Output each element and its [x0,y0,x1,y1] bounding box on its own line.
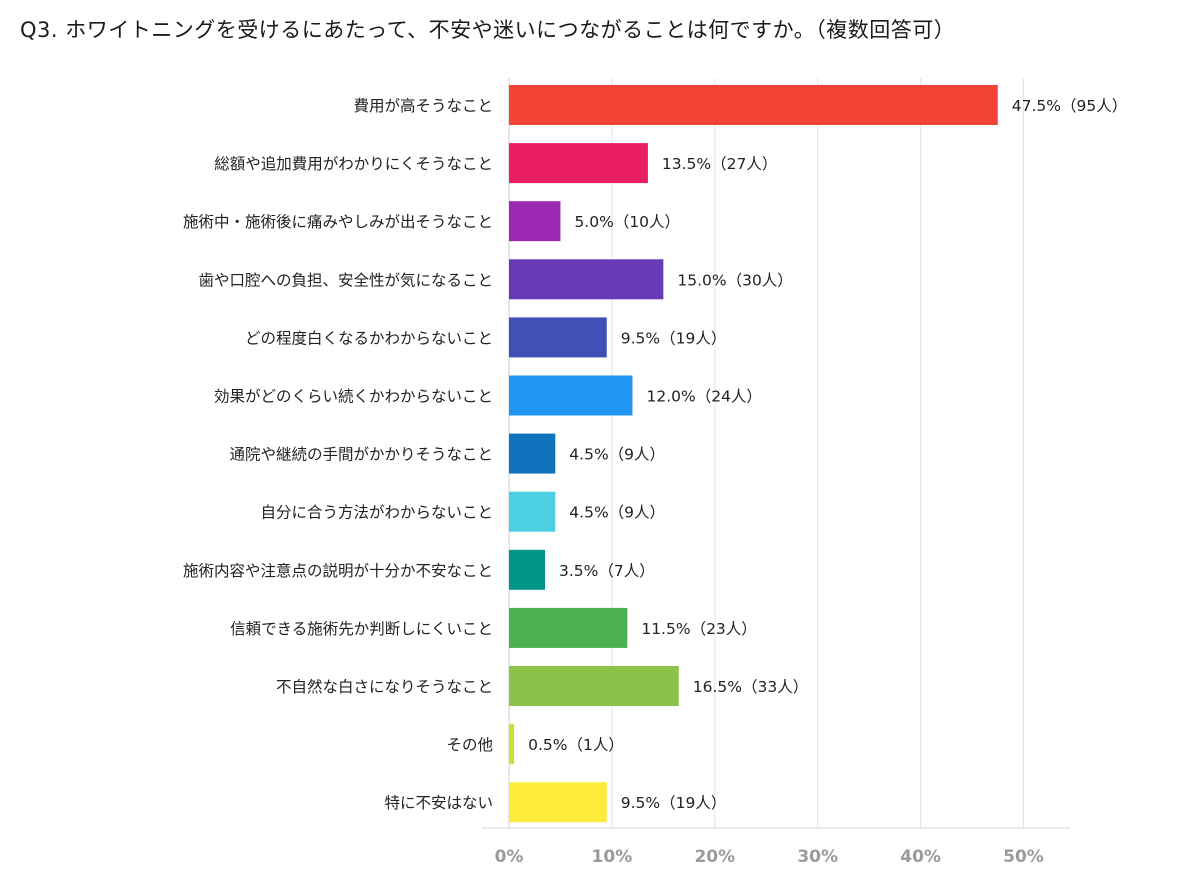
data-label: 12.0%（24人） [646,388,761,406]
bar [509,201,561,242]
category-label: 歯や口腔への負担、安全性が気になること [198,271,493,289]
data-label: 4.5%（9人） [569,446,665,464]
category-label: 費用が高そうなこと [353,97,493,115]
bar-layer [509,85,998,823]
category-label: 施術内容や注意点の説明が十分か不安なこと [183,561,493,580]
bar [509,85,998,125]
bar [509,607,628,648]
category-label: 総額や追加費用がわかりにくそうなこと [214,155,493,173]
category-label: 施術中・施術後に痛みやしみが出そうなこと [183,213,493,231]
x-axis-ticks: 0% 10% 20% 30% 40% 50% [495,847,1044,867]
bar [509,317,607,358]
category-label: 効果がどのくらい続くかわからないこと [214,388,493,406]
bar [509,375,633,416]
x-tick-label: 0% [495,847,524,867]
category-label: 信頼できる施術先か判断しにくいこと [230,620,493,638]
data-label: 9.5%（19人） [621,329,727,347]
data-label: 13.5%（27人） [662,155,777,173]
bar [509,782,607,823]
bar [509,433,556,474]
bar [509,724,515,765]
category-label: 自分に合う方法がわからないこと [260,504,493,522]
data-label: 0.5%（1人） [528,736,624,754]
label-layer: 費用が高そうなこと 47.5%（95人） 総額や追加費用がわかりにくそうなこと 13.… [183,97,1127,812]
x-tick-label: 20% [694,847,735,867]
data-label: 9.5%（19人） [621,794,727,812]
category-label: 通院や継続の手間がかかりそうなこと [229,445,493,464]
x-tick-label: 50% [1003,847,1044,867]
bar [509,259,664,300]
data-label: 4.5%（9人） [569,504,665,522]
data-label: 5.0%（10人） [574,213,680,231]
category-label: どの程度白くなるかわからないこと [245,329,493,347]
chart-title: Q3. ホワイトニングを受けるにあたって、不安や迷いにつながることは何ですか。（… [20,18,956,42]
category-label: 特に不安はない [384,794,493,812]
bar [509,549,546,590]
category-label: その他 [446,736,493,754]
x-tick-label: 30% [797,847,838,867]
data-label: 47.5%（95人） [1012,97,1127,115]
category-label: 不自然な白さになりそうなこと [276,678,493,696]
x-tick-label: 10% [592,847,633,867]
data-label: 15.0%（30人） [677,271,792,289]
data-label: 11.5%（23人） [641,620,756,638]
x-tick-label: 40% [900,847,941,867]
bar [509,666,679,706]
bar [509,491,556,532]
data-label: 16.5%（33人） [693,678,808,696]
bar [509,143,648,184]
data-label: 3.5%（7人） [559,562,655,580]
